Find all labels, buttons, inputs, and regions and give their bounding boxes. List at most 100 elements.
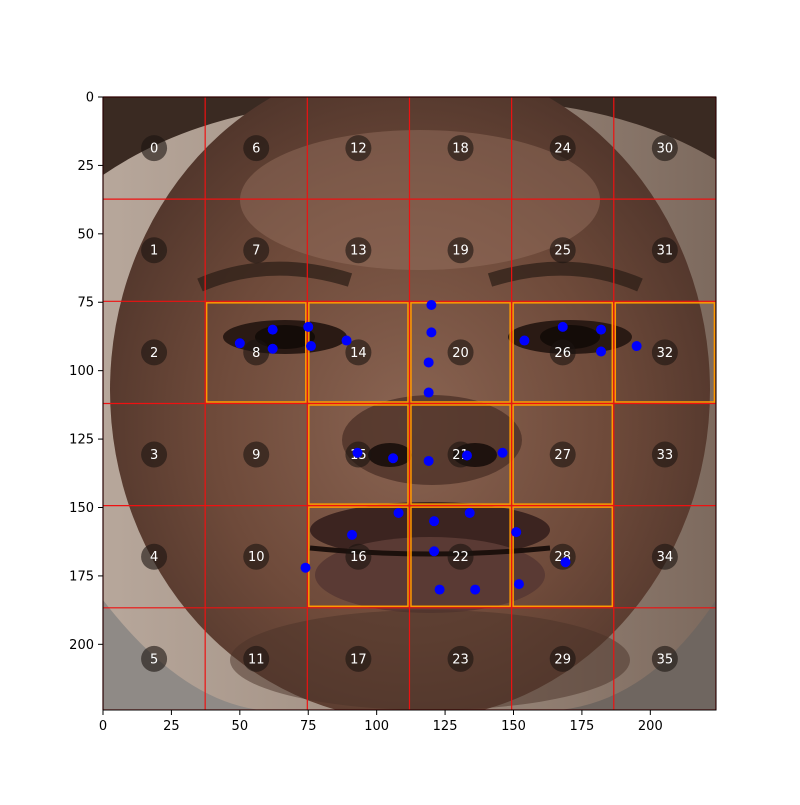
x-tick-label: 100: [364, 719, 389, 734]
highlighted-cell-20: [410, 302, 511, 403]
x-axis: 0 25 50 75 100 125 150 175 200: [99, 710, 663, 734]
landmark-point: [513, 579, 524, 590]
cell-number-0: 0: [150, 142, 158, 157]
cell-number-23: 23: [452, 652, 469, 667]
cell-badge-27: [549, 441, 576, 468]
landmark-point: [423, 357, 434, 368]
cell-badge-14: [345, 339, 372, 366]
highlighted-cell-8: [205, 302, 307, 403]
highlighted-cells: [205, 302, 716, 608]
y-tick-label: 175: [69, 569, 94, 584]
cell-number-labels: 0123456789101112131415161718192021222324…: [141, 135, 678, 672]
cell-number-24: 24: [554, 142, 571, 157]
cell-badge-1: [141, 237, 168, 264]
landmark-point: [519, 335, 530, 346]
landmark-point: [631, 341, 642, 352]
landmark-point: [511, 527, 522, 538]
x-tick-label: 200: [638, 719, 663, 734]
cell-badge-0: [141, 135, 168, 162]
cell-number-2: 2: [150, 346, 158, 361]
cell-number-11: 11: [248, 652, 265, 667]
landmark-point: [429, 546, 440, 557]
cell-badge-23: [447, 645, 474, 672]
cell-number-3: 3: [150, 448, 158, 463]
y-tick-label: 50: [77, 227, 94, 242]
y-tick-label: 0: [86, 91, 94, 106]
highlighted-cell-26: [512, 302, 614, 403]
cell-number-18: 18: [452, 142, 469, 157]
cell-badge-18: [447, 135, 474, 162]
cell-badge-19: [447, 237, 474, 264]
cell-number-35: 35: [657, 652, 674, 667]
cell-badge-7: [243, 237, 270, 264]
highlighted-cell-32: [614, 302, 716, 403]
landmark-point: [234, 338, 245, 349]
landmark-point: [300, 562, 311, 573]
cell-badge-12: [345, 135, 372, 162]
x-tick-label: 0: [99, 719, 107, 734]
x-tick-label: 25: [163, 719, 180, 734]
x-tick-label: 125: [433, 719, 458, 734]
landmark-point: [596, 324, 607, 335]
cell-badge-26: [549, 339, 576, 366]
cell-badge-21: [447, 441, 474, 468]
cell-badge-30: [651, 135, 678, 162]
cell-number-8: 8: [252, 346, 260, 361]
highlighted-cell-16: [308, 506, 409, 608]
cell-number-27: 27: [554, 448, 571, 463]
cell-badge-10: [243, 543, 270, 570]
x-tick-label: 50: [232, 719, 249, 734]
cell-number-33: 33: [657, 448, 674, 463]
y-axis: 0 25 50 75 100 125 150 175 200: [69, 91, 103, 653]
cell-badge-4: [141, 543, 168, 570]
cell-number-22: 22: [452, 550, 469, 565]
cell-badge-9: [243, 441, 270, 468]
landmark-point: [347, 529, 358, 540]
cell-number-5: 5: [150, 652, 158, 667]
landmark-point: [560, 557, 571, 568]
landmark-point: [464, 507, 475, 518]
cell-number-31: 31: [657, 244, 674, 259]
landmark-point: [470, 584, 481, 595]
y-tick-label: 75: [77, 296, 94, 311]
landmark-point: [388, 453, 399, 464]
cell-badge-13: [345, 237, 372, 264]
landmark-point: [341, 335, 352, 346]
landmark-point: [596, 346, 607, 357]
landmark-point: [426, 299, 437, 310]
cell-badge-25: [549, 237, 576, 264]
landmark-point: [426, 327, 437, 338]
cell-number-9: 9: [252, 448, 260, 463]
cell-number-1: 1: [150, 244, 158, 259]
highlighted-cell-14: [308, 302, 409, 403]
landmark-point: [557, 321, 568, 332]
y-tick-label: 150: [69, 501, 94, 516]
cell-number-32: 32: [657, 346, 674, 361]
landmark-point: [423, 387, 434, 398]
cell-number-10: 10: [248, 550, 265, 565]
cell-badge-35: [651, 645, 678, 672]
y-tick-label: 200: [69, 638, 94, 653]
landmark-point: [497, 447, 508, 458]
cell-badge-5: [141, 645, 168, 672]
cell-number-17: 17: [350, 652, 367, 667]
landmark-point: [352, 447, 363, 458]
landmark-point: [267, 324, 278, 335]
cell-badge-11: [243, 645, 270, 672]
cell-number-25: 25: [554, 244, 571, 259]
cell-number-29: 29: [554, 652, 571, 667]
landmark-point: [429, 516, 440, 527]
y-tick-label: 125: [69, 433, 94, 448]
cell-badge-16: [345, 543, 372, 570]
cell-badge-31: [651, 237, 678, 264]
cell-number-34: 34: [657, 550, 674, 565]
cell-number-4: 4: [150, 550, 158, 565]
landmark-point: [305, 341, 316, 352]
landmark-point: [461, 450, 472, 461]
highlighted-cell-27: [512, 404, 614, 505]
highlighted-cell-22: [410, 506, 511, 608]
highlighted-cell-21: [410, 404, 511, 505]
cell-number-12: 12: [350, 142, 367, 157]
cell-badge-33: [651, 441, 678, 468]
